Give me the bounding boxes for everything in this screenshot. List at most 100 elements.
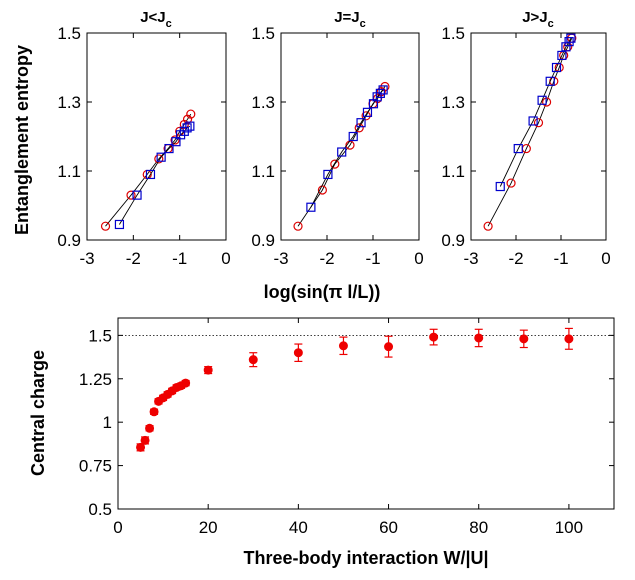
x-tick-label: -2 (126, 249, 141, 268)
y-tick-label: 0.9 (441, 231, 465, 250)
y-tick-label: 1.1 (57, 162, 81, 181)
x-tick-label: 40 (289, 518, 308, 537)
series-line (499, 37, 572, 187)
y-tick-label: 0.5 (88, 500, 112, 519)
x-tick-label: 100 (555, 518, 583, 537)
y-tick-label: 1 (103, 413, 112, 432)
y-tick-label: 1.3 (441, 93, 465, 112)
square-point (185, 121, 195, 131)
top-ylabel: Entanglement entropy (12, 45, 32, 235)
x-tick-label: 80 (469, 518, 488, 537)
data-point (140, 435, 150, 445)
y-tick-label: 1.5 (88, 326, 112, 345)
series-line (310, 89, 384, 208)
panel-1-frame (86, 32, 227, 241)
x-tick-label: 0 (601, 249, 610, 268)
x-tick-label: 0 (113, 518, 122, 537)
circle-point (182, 114, 193, 124)
y-tick-label: 0.9 (251, 231, 275, 250)
data-point (136, 442, 146, 452)
square-point (164, 143, 174, 154)
x-tick-label: 60 (379, 518, 398, 537)
x-tick-label: 20 (199, 518, 218, 537)
panel-4-frame (117, 317, 615, 510)
circle-point (100, 221, 111, 231)
data-point (203, 365, 213, 375)
square-point (561, 42, 571, 52)
data-point (384, 342, 394, 352)
data-point (564, 334, 574, 344)
y-tick-label: 0.9 (57, 231, 81, 250)
circle-point (506, 178, 516, 188)
bottom-xlabel: Three-body interaction W/|U| (243, 548, 488, 568)
square-point (348, 131, 358, 142)
y-tick-label: 1.1 (251, 162, 275, 181)
x-tick-label: -1 (553, 249, 568, 268)
data-point (145, 423, 155, 433)
panel-1-title: J<Jc (140, 9, 172, 30)
y-tick-label: 1.5 (441, 24, 465, 43)
square-point (557, 50, 567, 61)
circle-point (483, 221, 493, 231)
square-point (156, 152, 166, 162)
x-tick-label: -3 (79, 249, 94, 268)
square-point (356, 118, 366, 128)
x-tick-label: 0 (414, 249, 423, 268)
y-tick-label: 1.5 (57, 24, 81, 43)
x-tick-label: -3 (463, 249, 478, 268)
data-point (338, 341, 348, 351)
y-tick-label: 1.3 (251, 93, 275, 112)
square-point (537, 95, 547, 105)
square-point (378, 85, 388, 95)
x-tick-label: -2 (508, 249, 523, 268)
data-point (429, 332, 439, 342)
square-point (337, 147, 347, 157)
series-line (487, 38, 573, 227)
panel-3-frame (470, 32, 607, 241)
top-xlabel: log(sin(π l/L)) (264, 282, 381, 302)
y-tick-label: 1.25 (79, 370, 112, 389)
data-point (293, 348, 303, 358)
square-point (545, 76, 555, 86)
square-point (566, 33, 576, 43)
x-tick-label: -3 (273, 249, 288, 268)
x-tick-label: -1 (172, 249, 187, 268)
circle-point (533, 118, 544, 128)
square-point (145, 169, 156, 180)
data-point (248, 355, 258, 365)
square-point (513, 143, 523, 154)
circle-point (170, 135, 180, 145)
data-point (474, 333, 484, 343)
circle-point (186, 109, 196, 119)
y-tick-label: 1.3 (57, 93, 81, 112)
bottom-ylabel: Central charge (28, 350, 48, 476)
y-tick-label: 0.75 (79, 457, 112, 476)
x-tick-label: 0 (221, 249, 230, 268)
square-point (132, 190, 142, 200)
panel-2-title: J=Jc (334, 9, 366, 30)
data-point (181, 378, 191, 388)
square-point (362, 107, 373, 117)
circle-point (330, 159, 340, 169)
circle-point (126, 190, 136, 200)
square-point (323, 169, 333, 180)
y-tick-label: 1.1 (441, 162, 465, 181)
square-point (495, 181, 505, 192)
plot-layer: -3 -2 -1 0 0.9 1.1 1.3 1.5 -3 -2 -1 0 0.9 1.1 1.3 1.5 -3… (57, 24, 614, 537)
circle-point (293, 221, 303, 231)
panel-2-frame (280, 32, 420, 241)
square-point (528, 116, 538, 126)
square-point (551, 62, 562, 73)
data-point (149, 407, 159, 417)
circle-point (154, 154, 164, 164)
x-tick-label: -1 (365, 249, 380, 268)
y-tick-label: 1.5 (251, 24, 275, 43)
data-point (519, 334, 529, 344)
x-tick-label: -2 (319, 249, 334, 268)
square-point (182, 123, 192, 133)
circle-point (354, 123, 364, 133)
square-point (306, 202, 316, 212)
panel-3-title: J>Jc (522, 9, 554, 30)
square-point (171, 137, 181, 147)
